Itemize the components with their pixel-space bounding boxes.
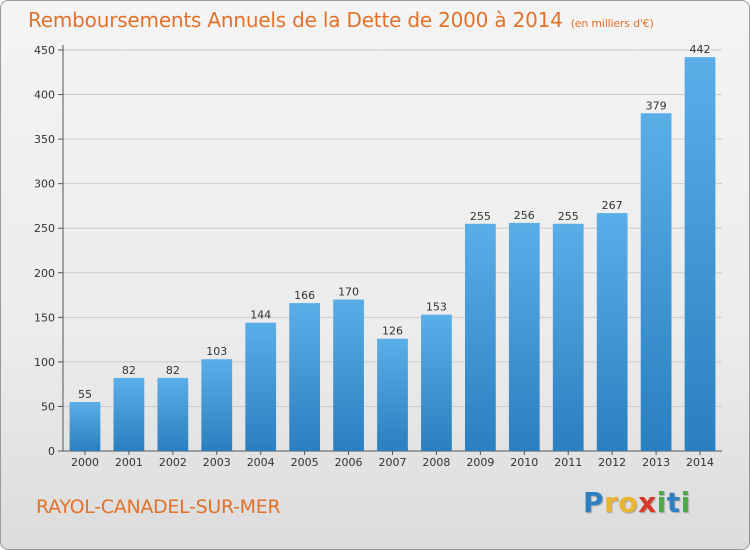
y-tick-label: 400 [34, 89, 55, 102]
y-tick-label: 300 [34, 178, 55, 191]
bar-value-label: 82 [122, 364, 136, 377]
logo-letter: i [680, 486, 691, 519]
logo-letter: t [666, 486, 681, 519]
bar-value-label: 442 [690, 43, 711, 56]
bar-value-label: 255 [470, 210, 491, 223]
logo-letter: o [618, 486, 639, 519]
bar [333, 299, 364, 451]
bar-value-label: 144 [250, 309, 271, 322]
y-tick-label: 200 [34, 267, 55, 280]
x-tick-label: 2012 [598, 456, 626, 469]
bar [201, 359, 233, 451]
y-tick-label: 450 [34, 44, 55, 57]
x-tick-label: 2004 [247, 456, 275, 469]
y-tick-label: 150 [34, 311, 55, 324]
logo-letter: i [656, 486, 667, 519]
logo-letter: r [604, 486, 619, 519]
bar [552, 223, 584, 451]
x-tick-label: 2014 [686, 456, 714, 469]
proxiti-logo: Proxiti [583, 486, 691, 519]
x-tick-label: 2005 [291, 456, 319, 469]
chart-title-text: Remboursements Annuels de la Dette de 20… [28, 8, 563, 32]
bar-value-label: 153 [426, 301, 447, 314]
bar [508, 222, 540, 451]
y-tick-label: 350 [34, 133, 55, 146]
bar [289, 303, 321, 451]
bar [421, 314, 452, 451]
bar-value-label: 166 [294, 289, 315, 302]
bar [464, 223, 496, 451]
x-tick-label: 2009 [466, 456, 494, 469]
x-tick-label: 2000 [71, 456, 99, 469]
bar-value-label: 55 [78, 388, 92, 401]
commune-name: RAYOL-CANADEL-SUR-MER [36, 496, 281, 518]
bar [640, 113, 672, 451]
bar [684, 57, 716, 452]
bar-value-label: 103 [206, 345, 227, 358]
x-tick-label: 2001 [115, 456, 143, 469]
bar-value-label: 170 [338, 286, 359, 299]
bar-value-label: 256 [514, 209, 535, 222]
bar [157, 377, 189, 451]
chart-subtitle: (en milliers d'€) [570, 17, 654, 30]
bar-value-label: 126 [382, 325, 403, 338]
x-tick-label: 2010 [510, 456, 538, 469]
bar [596, 213, 628, 451]
bar-value-label: 267 [602, 199, 623, 212]
y-tick-label: 0 [48, 445, 55, 458]
x-tick-label: 2007 [379, 456, 407, 469]
x-tick-label: 2011 [554, 456, 582, 469]
bar [69, 401, 101, 451]
bar-value-label: 379 [646, 99, 667, 112]
x-tick-label: 2003 [203, 456, 231, 469]
chart-title: Remboursements Annuels de la Dette de 20… [28, 8, 654, 32]
bar [245, 322, 277, 451]
bar-value-label: 255 [558, 210, 579, 223]
logo-letter: x [638, 486, 657, 519]
y-tick-label: 250 [34, 222, 55, 235]
x-tick-label: 2008 [422, 456, 450, 469]
x-tick-label: 2013 [642, 456, 670, 469]
bar-value-label: 82 [166, 364, 180, 377]
bar [377, 338, 408, 451]
bar [113, 377, 145, 451]
y-tick-label: 50 [41, 400, 55, 413]
logo-letter: P [583, 486, 605, 519]
y-tick-label: 100 [34, 356, 55, 369]
x-tick-label: 2006 [335, 456, 363, 469]
x-tick-label: 2002 [159, 456, 187, 469]
